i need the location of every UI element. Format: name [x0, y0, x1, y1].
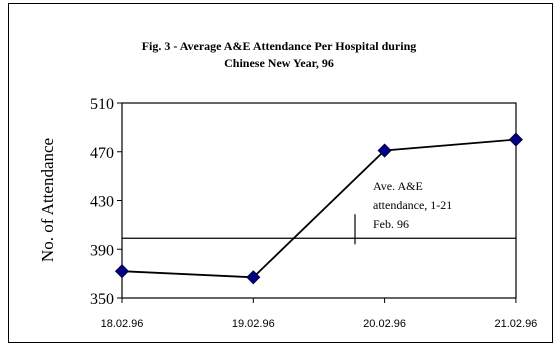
y-tick-label: 350	[90, 291, 114, 308]
y-tick-label: 510	[90, 96, 114, 113]
reference-annotation-line: attendance, 1-21	[373, 198, 452, 212]
chart-title-line-1: Fig. 3 - Average A&E Attendance Per Hosp…	[141, 39, 417, 53]
chart-title-line-2: Chinese New Year, 96	[224, 56, 334, 70]
x-tick-label: 20.02.96	[363, 318, 406, 330]
data-point-marker	[246, 270, 261, 285]
data-point-marker	[377, 143, 392, 158]
y-tick-label: 430	[90, 194, 114, 211]
reference-annotation-line: Feb. 96	[373, 217, 409, 231]
y-tick-label: 470	[90, 145, 114, 162]
y-axis-label: No. of Attendance	[38, 138, 57, 262]
x-tick-label: 18.02.96	[101, 318, 144, 330]
reference-line-group: Ave. A&E attendance, 1-21 Feb. 96	[122, 179, 516, 245]
reference-annotation-line: Ave. A&E	[373, 179, 423, 193]
data-point-marker	[508, 132, 523, 147]
series-group	[114, 132, 523, 285]
axes: 350 390 430 470 510 18.02.96 19.02.96 20.02.96 2…	[90, 96, 537, 330]
chart-title: Fig. 3 - Average A&E Attendance Per Hosp…	[69, 38, 489, 72]
y-tick-label: 390	[90, 242, 114, 259]
x-tick-label: 21.02.96	[494, 318, 537, 330]
series-line	[121, 138, 516, 279]
x-tick-label: 19.02.96	[232, 318, 275, 330]
data-point-marker	[114, 264, 130, 279]
chart-frame: Fig. 3 - Average A&E Attendance Per Hosp…	[8, 3, 553, 343]
plot-area-border	[121, 102, 517, 299]
